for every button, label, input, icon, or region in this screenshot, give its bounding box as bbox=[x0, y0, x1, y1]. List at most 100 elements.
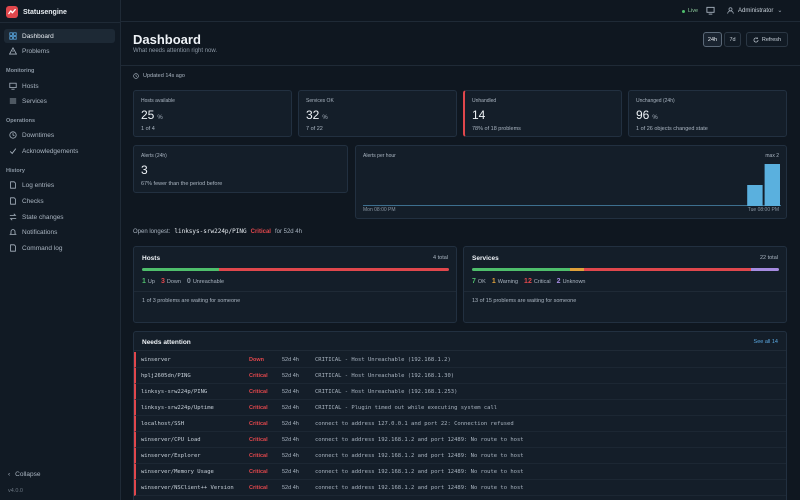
panel-note: 13 of 15 problems are waiting for someon… bbox=[472, 298, 577, 304]
services-legend: 7 OK 1 Warning 12 Critical 2 Unknown bbox=[472, 278, 586, 285]
range-24h-button[interactable]: 24h bbox=[703, 32, 722, 47]
stat-label: Alerts (24h) bbox=[141, 153, 167, 159]
stat-sub: 7 of 22 bbox=[306, 126, 323, 132]
table-row[interactable]: winserver/Explorer Critical 52d 4h connect … bbox=[134, 448, 786, 464]
table-row[interactable]: winserver/NSClient++ Version Critical 52d … bbox=[134, 480, 786, 496]
chevron-left-icon: ‹ bbox=[8, 471, 11, 478]
see-all-link[interactable]: See all 14 bbox=[753, 339, 778, 345]
legend-label: Up bbox=[147, 279, 155, 285]
sidebar-item-log-entries[interactable]: Log entries bbox=[4, 178, 115, 192]
stat-label: Services OK bbox=[306, 98, 334, 104]
row-state: Critical bbox=[249, 389, 268, 395]
stat-unchanged[interactable]: Unchanged (24h) 96% 1 of 26 objects chan… bbox=[628, 90, 787, 137]
row-duration: 52d 4h bbox=[282, 357, 299, 363]
display-icon[interactable] bbox=[706, 6, 715, 15]
collapse-button[interactable]: ‹ Collapse bbox=[8, 471, 40, 478]
stat-value: 3 bbox=[141, 163, 148, 177]
services-status-bar bbox=[472, 268, 779, 271]
row-state: Critical bbox=[249, 453, 268, 459]
legend-item-warning[interactable]: 1 Warning bbox=[492, 278, 518, 285]
row-duration: 52d 4h bbox=[282, 485, 299, 491]
stat-label: Unchanged (24h) bbox=[636, 98, 675, 104]
row-output: CRITICAL - Host Unreachable (192.168.1.2… bbox=[315, 357, 451, 363]
sidebar-item-state-changes[interactable]: State changes bbox=[4, 210, 115, 224]
sidebar-item-acknowledgements[interactable]: Acknowledgements bbox=[4, 144, 115, 158]
stat-value: 32% bbox=[306, 108, 328, 122]
sidebar-item-checks[interactable]: Checks bbox=[4, 194, 115, 208]
stat-alerts[interactable]: Alerts (24h) 3 67% fewer than the period… bbox=[133, 145, 348, 193]
table-row[interactable]: linksys-srw224p/Uptime Critical 52d 4h CRIT… bbox=[134, 400, 786, 416]
sidebar-item-command-log[interactable]: Command log bbox=[4, 241, 115, 255]
range-7d-button[interactable]: 7d bbox=[724, 32, 741, 47]
table-row[interactable]: hplj2605dn/PING Critical 52d 4h CRITICAL - … bbox=[134, 368, 786, 384]
row-duration: 52d 4h bbox=[282, 437, 299, 443]
row-name: linksys-srw224p/PING bbox=[141, 389, 208, 395]
stat-label: Unhandled bbox=[472, 98, 497, 104]
legend-label: Down bbox=[166, 279, 181, 285]
brand[interactable]: Statusengine bbox=[6, 5, 67, 19]
stat-services-ok[interactable]: Services OK 32% 7 of 22 bbox=[298, 90, 457, 137]
table-row[interactable]: localhost/SSH Critical 52d 4h connect to ad… bbox=[134, 416, 786, 432]
row-state: Critical bbox=[249, 405, 268, 411]
chart-bar[interactable] bbox=[747, 185, 763, 206]
table-row[interactable]: winserver/Memory Usage Critical 52d 4h conn… bbox=[134, 464, 786, 480]
stat-unhandled[interactable]: Unhandled 14 78% of 18 problems bbox=[463, 90, 622, 137]
sidebar-item-dashboard[interactable]: Dashboard bbox=[4, 29, 115, 43]
row-output: connect to address 192.168.1.2 and port … bbox=[315, 437, 524, 443]
refresh-button[interactable]: Refresh bbox=[746, 32, 788, 47]
hosts-status-bar bbox=[142, 268, 449, 271]
open-longest: Open longest: linksys-srw224p/PING Criti… bbox=[133, 228, 302, 235]
sidebar-item-label: Acknowledgements bbox=[22, 147, 79, 155]
row-output: connect to address 127.0.0.1 and port 22… bbox=[315, 421, 514, 427]
legend-label: Warning bbox=[497, 279, 519, 285]
sidebar-item-downtimes[interactable]: Downtimes bbox=[4, 128, 115, 142]
legend-item-critical[interactable]: 12 Critical bbox=[524, 278, 551, 285]
sidebar-item-hosts[interactable]: Hosts bbox=[4, 79, 115, 93]
open-longest-target[interactable]: linksys-srw224p/PING bbox=[174, 228, 247, 235]
table-row[interactable]: winserver/CPU Load Critical 52d 4h connect … bbox=[134, 432, 786, 448]
stat-value: 14 bbox=[472, 108, 486, 122]
legend-count: 0 bbox=[186, 278, 191, 285]
stat-hosts-available[interactable]: Hosts available 25% 1 of 4 bbox=[133, 90, 292, 137]
row-output: connect to address 192.168.1.2 and port … bbox=[315, 485, 524, 491]
legend-label: OK bbox=[477, 279, 486, 285]
open-longest-duration: for 52d 4h bbox=[274, 228, 302, 235]
row-output: CRITICAL - Host Unreachable (192.168.1.2… bbox=[315, 389, 458, 395]
panel-note: 1 of 3 problems are waiting for someone bbox=[142, 298, 241, 304]
table-row[interactable]: linksys-srw224p/PING Critical 52d 4h CRITIC… bbox=[134, 384, 786, 400]
services-panel[interactable]: Services 22 total 7 OK 1 Warning 12 Critical 2… bbox=[463, 246, 787, 323]
user-menu[interactable]: Administrator ⌄ bbox=[727, 7, 782, 14]
alerts-chart-card: Alerts per hour max 2 Mon 08:00 PM Tue 0… bbox=[355, 145, 787, 219]
legend-item-unreachable[interactable]: 0 Unreachable bbox=[187, 278, 224, 285]
chart-x-end-label: Tue 08:00 PM bbox=[747, 207, 779, 213]
panel-title: Hosts bbox=[142, 255, 161, 262]
row-output: CRITICAL - Plugin timed out while execut… bbox=[315, 405, 498, 411]
row-name: winserver bbox=[141, 357, 171, 363]
legend-item-unknown[interactable]: 2 Unknown bbox=[557, 278, 586, 285]
user-name: Administrator bbox=[738, 7, 774, 14]
row-name: linksys-srw224p/Uptime bbox=[141, 405, 214, 411]
stat-sub: 1 of 26 objects changed state bbox=[636, 126, 708, 132]
sidebar-item-notifications[interactable]: Notifications bbox=[4, 225, 115, 239]
panel-total: 22 total bbox=[759, 255, 778, 261]
version-label: v4.0.0 bbox=[8, 488, 23, 494]
sidebar-item-label: Hosts bbox=[22, 82, 39, 90]
panel-total: 4 total bbox=[433, 255, 448, 261]
sidebar-item-services[interactable]: Services bbox=[4, 94, 115, 108]
sidebar-item-label: Downtimes bbox=[22, 131, 55, 139]
legend-count: 1 bbox=[142, 278, 146, 285]
legend-item-up[interactable]: 1 Up bbox=[142, 278, 155, 285]
legend-item-ok[interactable]: 7 OK bbox=[472, 278, 486, 285]
sidebar-item-problems[interactable]: Problems bbox=[4, 44, 115, 58]
table-row[interactable]: winserver Down 52d 4h CRITICAL - Host Unrea… bbox=[134, 352, 786, 368]
hosts-panel[interactable]: Hosts 4 total 1 Up 3 Down 0 Unreachable 1 of … bbox=[133, 246, 457, 323]
sidebar-item-label: Services bbox=[22, 97, 47, 105]
sidebar-item-label: Log entries bbox=[22, 181, 55, 189]
chart-bar[interactable] bbox=[764, 164, 780, 206]
legend-label: Unknown bbox=[562, 279, 586, 285]
row-state: Down bbox=[249, 357, 264, 363]
stat-sub: 78% of 18 problems bbox=[472, 126, 521, 132]
alerts-chart bbox=[363, 164, 781, 206]
services-bar-segment-ok bbox=[472, 268, 570, 271]
legend-item-down[interactable]: 3 Down bbox=[161, 278, 181, 285]
